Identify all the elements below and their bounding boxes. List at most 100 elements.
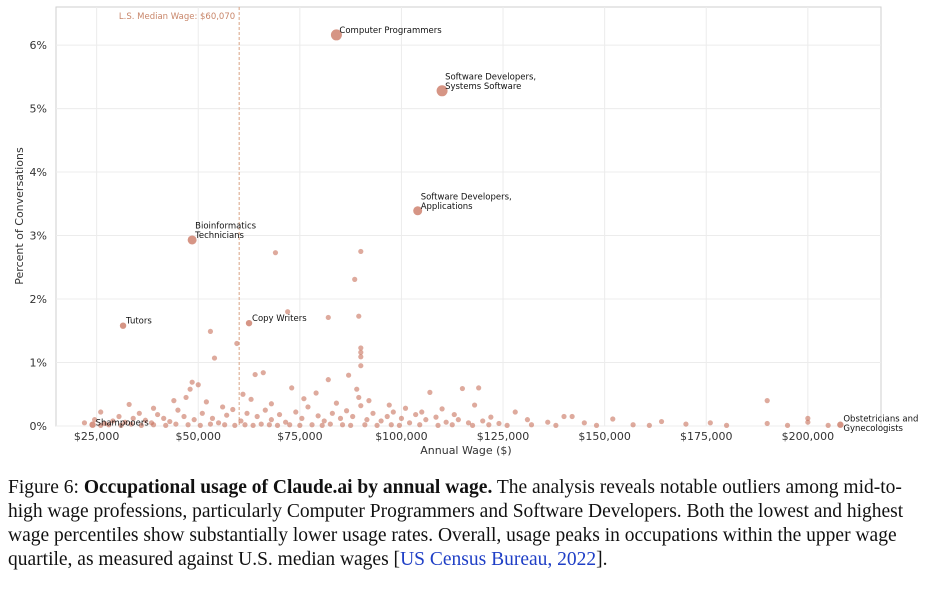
- scatter-point: [352, 276, 358, 282]
- scatter-point: [378, 418, 384, 424]
- scatter-point: [209, 415, 216, 421]
- scatter-point: [325, 314, 331, 321]
- scatter-point: [325, 377, 331, 383]
- scatter-point: [358, 363, 364, 369]
- scatter-point: [459, 385, 466, 392]
- scatter-point: [189, 379, 195, 385]
- scatter-point: [476, 385, 482, 391]
- scatter-point: [287, 422, 293, 428]
- scatter-point: [319, 422, 325, 428]
- scatter-point: [329, 410, 335, 416]
- scatter-point: [197, 422, 203, 428]
- scatter-point: [272, 250, 279, 256]
- scatter-point: [211, 355, 218, 361]
- point-annotation-label: Gynecologists: [843, 424, 903, 434]
- annotated-point: [436, 85, 448, 97]
- scatter-point: [207, 421, 214, 427]
- caption-title: Occupational usage of Claude.ai by annua…: [83, 477, 493, 498]
- scatter-point: [358, 349, 364, 355]
- scatter-point: [199, 410, 205, 416]
- y-tick-label: 3%: [30, 230, 47, 243]
- scatter-point: [486, 422, 492, 428]
- scatter-point: [496, 420, 502, 427]
- scatter-point: [364, 417, 370, 423]
- scatter-point: [283, 419, 289, 425]
- scatter-point: [305, 404, 311, 410]
- scatter-point: [413, 411, 419, 418]
- scatter-point: [224, 412, 230, 418]
- scatter-point: [171, 398, 177, 404]
- scatter-point: [402, 405, 409, 411]
- scatter-point: [417, 422, 423, 428]
- scatter-point: [230, 406, 236, 413]
- scatter-point: [98, 422, 104, 428]
- point-annotation-label: Tutors: [125, 317, 152, 327]
- point-annotation-label: Computer Programmers: [339, 26, 442, 36]
- scatter-point: [167, 418, 173, 425]
- caption-citation-link[interactable]: US Census Bureau, 2022: [400, 549, 597, 570]
- scatter-point: [723, 422, 730, 428]
- scatter-point: [396, 422, 403, 428]
- annotated-point: [837, 421, 844, 428]
- scatter-point: [528, 422, 535, 428]
- scatter-point: [406, 420, 413, 426]
- scatter-point: [569, 413, 575, 420]
- scatter-point: [386, 402, 392, 408]
- scatter-point: [297, 422, 303, 428]
- scatter-point: [252, 371, 258, 378]
- point-annotation-label: Copy Writers: [252, 314, 307, 324]
- scatter-point: [191, 417, 197, 423]
- y-tick-label: 0%: [30, 420, 47, 433]
- y-tick-label: 2%: [30, 293, 47, 306]
- scatter-point: [374, 422, 380, 428]
- scatter-point: [289, 385, 295, 391]
- scatter-point: [262, 407, 268, 413]
- point-annotation-label: Software Developers,: [421, 192, 512, 202]
- plot-area: [55, 6, 882, 427]
- scatter-point: [545, 419, 551, 425]
- scatter-point: [173, 421, 179, 427]
- scatter-point: [354, 386, 360, 392]
- x-tick-label: $75,000: [277, 430, 323, 443]
- scatter-point: [126, 401, 132, 408]
- caption-body: The analysis reveals notable outliers am…: [8, 477, 904, 570]
- figure-caption: Figure 6: Occupational usage of Claude.a…: [8, 476, 933, 572]
- annotated-point: [330, 29, 342, 41]
- scatter-point: [610, 416, 616, 422]
- scatter-chart: L.S. Median Wage: $60,070 Computer Progr…: [13, 6, 918, 457]
- x-tick-label: $50,000: [175, 430, 221, 443]
- axis-ticks: $25,000 $50,000 $75,000 $100,000 $125,000 $15…: [30, 39, 835, 443]
- scatter-point: [181, 413, 187, 420]
- scatter-point: [234, 340, 240, 347]
- scatter-point: [130, 415, 136, 421]
- scatter-point: [339, 422, 346, 428]
- scatter-point: [449, 422, 455, 428]
- x-tick-label: $100,000: [375, 430, 428, 443]
- scatter-point: [161, 415, 167, 421]
- scatter-point: [764, 398, 770, 404]
- x-tick-label: $150,000: [578, 430, 631, 443]
- scatter-point: [423, 417, 429, 423]
- scatter-point: [299, 415, 305, 421]
- scatter-point: [805, 415, 811, 421]
- scatter-point: [321, 418, 327, 424]
- scatter-point: [232, 422, 238, 428]
- point-annotation-label: Systems Software: [445, 82, 521, 92]
- scatter-point: [358, 354, 364, 360]
- scatter-point: [183, 394, 189, 401]
- y-axis-label: Percent of Conversations: [13, 147, 26, 285]
- scatter-point: [764, 420, 770, 427]
- scatter-point: [333, 400, 340, 406]
- scatter-point: [358, 403, 364, 409]
- point-annotation-label: Obstetricians and: [843, 415, 918, 425]
- scatter-point: [118, 422, 124, 428]
- x-tick-label: $175,000: [680, 430, 733, 443]
- scatter-point: [343, 408, 350, 414]
- scatter-point: [504, 422, 510, 428]
- scatter-point: [433, 414, 439, 420]
- scatter-point: [142, 417, 149, 423]
- scatter-point: [443, 419, 449, 425]
- scatter-point: [805, 419, 811, 425]
- scatter-point: [427, 389, 433, 395]
- scatter-point: [195, 382, 201, 388]
